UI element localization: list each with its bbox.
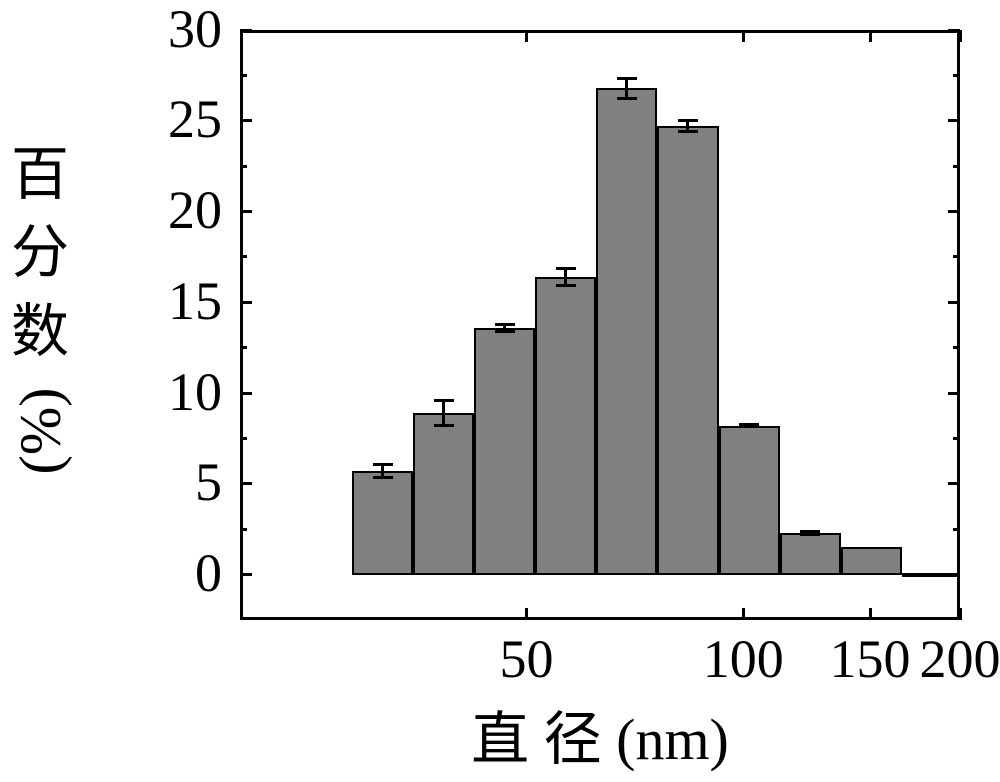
xtick [742,608,745,620]
ytick [948,301,960,304]
ytick [948,210,960,213]
ytick [948,119,960,122]
xtick [869,30,872,42]
histogram-bar [474,328,535,575]
histogram-bar [535,277,596,575]
histogram-bar [902,573,960,577]
ytick-label: 10 [0,361,222,423]
xtick [869,608,872,620]
ytick [240,392,252,395]
ytick [948,392,960,395]
xtick-label: 200 [900,628,1000,690]
ytick-label: 30 [0,0,222,60]
xtick [959,30,962,42]
xtick-label: 100 [683,628,803,690]
ytick [240,301,252,304]
histogram-bar [596,88,657,575]
ytick-label: 0 [0,542,222,604]
histogram-bar [657,126,718,574]
ytick-label: 15 [0,270,222,332]
histogram-bar [352,471,413,574]
histogram-bar [780,533,841,575]
xtick [525,608,528,620]
ytick [240,119,252,122]
ytick [240,482,252,485]
ytick-label: 25 [0,88,222,150]
xtick-label: 50 [467,628,587,690]
ytick [948,482,960,485]
ytick-label: 5 [0,451,222,513]
x-axis-label: 直 径 (nm) [240,692,960,776]
ytick [240,29,252,32]
xtick [959,608,962,620]
ytick [240,573,252,576]
histogram-bar [719,426,780,575]
ytick-label: 20 [0,179,222,241]
histogram-bar [413,413,474,575]
ytick [240,210,252,213]
xtick [742,30,745,42]
xtick [525,30,528,42]
histogram-bar [841,547,902,574]
